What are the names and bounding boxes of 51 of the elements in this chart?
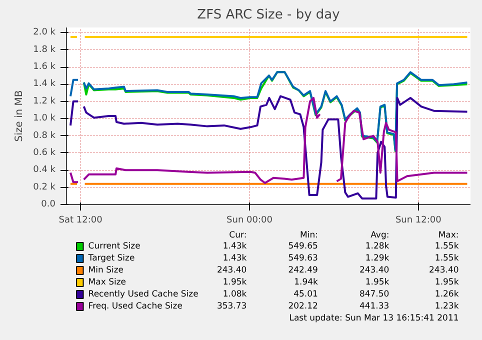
- y-tick-label: 1.6 k: [33, 62, 56, 72]
- y-tick-label: 0.6 k: [33, 148, 56, 158]
- legend-label: Freq. Used Cache Size: [88, 302, 182, 312]
- y-axis-title: Size in MB: [14, 90, 26, 142]
- chart-title: ZFS ARC Size - by day: [197, 8, 340, 22]
- text: Cur:: [229, 230, 247, 240]
- text: 1.43k: [222, 254, 247, 264]
- text: 549.65: [288, 242, 318, 252]
- legend-label: Current Size: [88, 242, 140, 252]
- text: 441.33: [359, 302, 390, 312]
- text: 847.50: [359, 290, 390, 300]
- y-tick-label: 1.4 k: [33, 79, 56, 90]
- y-tick-label: 0.0: [41, 200, 56, 210]
- y-tick-label: 0.8 k: [33, 130, 56, 141]
- text: 1.08k: [222, 290, 247, 300]
- legend-label: Min Size: [88, 266, 124, 276]
- text: 242.49: [288, 266, 318, 276]
- legend-label: Target Size: [87, 254, 135, 264]
- x-tick-label: Sat 12:00: [58, 216, 103, 226]
- text: 1.23k: [434, 302, 459, 312]
- y-tick-label: 1.0 k: [33, 114, 56, 124]
- text: 1.26k: [434, 290, 459, 300]
- text: 1.95k: [222, 278, 247, 288]
- y-tick-label: 0.2 k: [33, 182, 56, 192]
- legend-label: Max Size: [88, 278, 126, 288]
- text: 1.55k: [434, 242, 459, 252]
- text: 1.95k: [434, 278, 459, 288]
- legend-label: Recently Used Cache Size: [88, 290, 198, 300]
- text: Avg:: [370, 230, 390, 240]
- y-tick-label: 1.2 k: [33, 96, 56, 106]
- text: 243.40: [216, 266, 247, 276]
- text: 353.73: [216, 302, 247, 312]
- text: 1.94k: [294, 278, 318, 288]
- y-tick-label: 1.8 k: [33, 44, 56, 55]
- text: 1.95k: [365, 278, 390, 288]
- text: 1.55k: [434, 254, 459, 264]
- text: 243.40: [429, 266, 459, 276]
- y-tick-label: 2.0 k: [33, 28, 56, 38]
- text: 549.63: [288, 254, 318, 264]
- x-tick-label: Sun 12:00: [395, 216, 442, 226]
- text: Max:: [438, 230, 459, 240]
- text: 202.12: [288, 302, 318, 312]
- text: 1.43k: [222, 242, 247, 252]
- text: Last update: Sun Mar 13 16:15:41 2011: [289, 314, 459, 324]
- x-tick-label: Sun 00:00: [226, 216, 273, 226]
- text: 45.01: [294, 290, 318, 300]
- text: 1.28k: [365, 242, 390, 252]
- text: 243.40: [359, 266, 390, 276]
- text: Min:: [300, 230, 318, 240]
- text: 1.29k: [365, 254, 390, 264]
- y-tick-label: 0.4 k: [33, 165, 56, 176]
